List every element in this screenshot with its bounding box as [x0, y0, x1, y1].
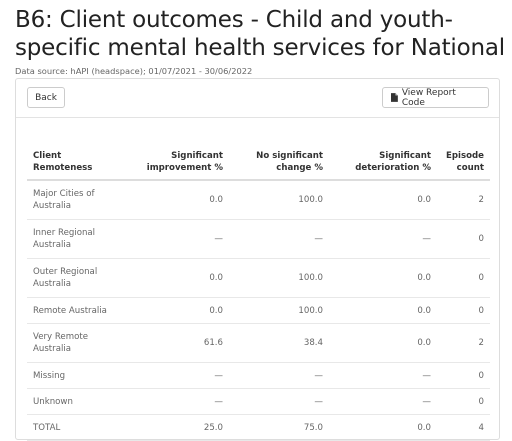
data-source-text: Data source: hAPI (headspace); 01/07/202…: [15, 66, 253, 76]
improvement-cell: —: [129, 362, 229, 389]
table-row-total: TOTAL 25.0 75.0 0.0 4: [27, 414, 490, 441]
deterioration-cell: 0.0: [329, 297, 437, 324]
improvement-cell: 25.0: [129, 414, 229, 441]
row-label: TOTAL: [27, 414, 129, 441]
table-row: Major Cities of Australia 0.0 100.0 0.0 2: [27, 180, 490, 220]
table-row: Very Remote Australia 61.6 38.4 0.0 2: [27, 323, 490, 363]
deterioration-cell: —: [329, 219, 437, 259]
episode-count-cell: 2: [437, 180, 490, 220]
table-row: Missing — — — 0: [27, 362, 490, 389]
episode-count-cell: 0: [437, 388, 490, 415]
table-row: Remote Australia 0.0 100.0 0.0 0: [27, 297, 490, 324]
improvement-cell: 61.6: [129, 323, 229, 363]
no-change-cell: —: [229, 219, 329, 259]
row-label: Unknown: [27, 388, 129, 415]
row-label: Very Remote Australia: [27, 323, 129, 363]
episode-count-cell: 0: [437, 362, 490, 389]
improvement-cell: —: [129, 388, 229, 415]
episode-count-cell: 4: [437, 414, 490, 441]
table-row: Inner Regional Australia — — — 0: [27, 219, 490, 259]
no-change-cell: 75.0: [229, 414, 329, 441]
table-row: Outer Regional Australia 0.0 100.0 0.0 0: [27, 258, 490, 298]
col-header-remoteness: Client Remoteness: [27, 130, 129, 181]
deterioration-cell: 0.0: [329, 180, 437, 220]
page-title: B6: Client outcomes - Child and youth-sp…: [15, 7, 505, 61]
col-header-episode-count: Episode count: [437, 130, 490, 181]
table-header-row: Client Remoteness Significant improvement …: [27, 130, 490, 181]
row-label: Outer Regional Australia: [27, 258, 129, 298]
row-label: Remote Australia: [27, 297, 129, 324]
row-label: Inner Regional Australia: [27, 219, 129, 259]
improvement-cell: 0.0: [129, 258, 229, 298]
episode-count-cell: 0: [437, 258, 490, 298]
view-report-code-label: View Report Code: [401, 87, 456, 108]
deterioration-cell: —: [329, 388, 437, 415]
no-change-cell: 38.4: [229, 323, 329, 363]
row-label: Missing: [27, 362, 129, 389]
deterioration-cell: 0.0: [329, 258, 437, 298]
view-report-code-button[interactable]: View Report Code: [382, 87, 489, 108]
episode-count-cell: 0: [437, 297, 490, 324]
no-change-cell: —: [229, 388, 329, 415]
deterioration-cell: 0.0: [329, 323, 437, 363]
col-header-improvement: Significant improvement %: [129, 130, 229, 181]
no-change-cell: 100.0: [229, 258, 329, 298]
col-header-deterioration: Significant deterioration %: [329, 130, 437, 181]
col-header-no-change: No significant change %: [229, 130, 329, 181]
card-toolbar: Back View Report Code: [16, 79, 499, 118]
table-row: Unknown — — — 0: [27, 388, 490, 415]
row-label: Major Cities of Australia: [27, 180, 129, 220]
deterioration-cell: —: [329, 362, 437, 389]
back-button[interactable]: Back: [27, 87, 65, 108]
episode-count-cell: 2: [437, 323, 490, 363]
back-button-label: Back: [35, 92, 57, 103]
deterioration-cell: 0.0: [329, 414, 437, 441]
no-change-cell: 100.0: [229, 180, 329, 220]
file-icon: [391, 93, 398, 102]
improvement-cell: 0.0: [129, 180, 229, 220]
outcomes-table: Client Remoteness Significant improvement …: [27, 130, 490, 441]
no-change-cell: —: [229, 362, 329, 389]
report-card: Back View Report Code Client Remoteness S…: [15, 78, 500, 441]
episode-count-cell: 0: [437, 219, 490, 259]
no-change-cell: 100.0: [229, 297, 329, 324]
improvement-cell: 0.0: [129, 297, 229, 324]
improvement-cell: —: [129, 219, 229, 259]
